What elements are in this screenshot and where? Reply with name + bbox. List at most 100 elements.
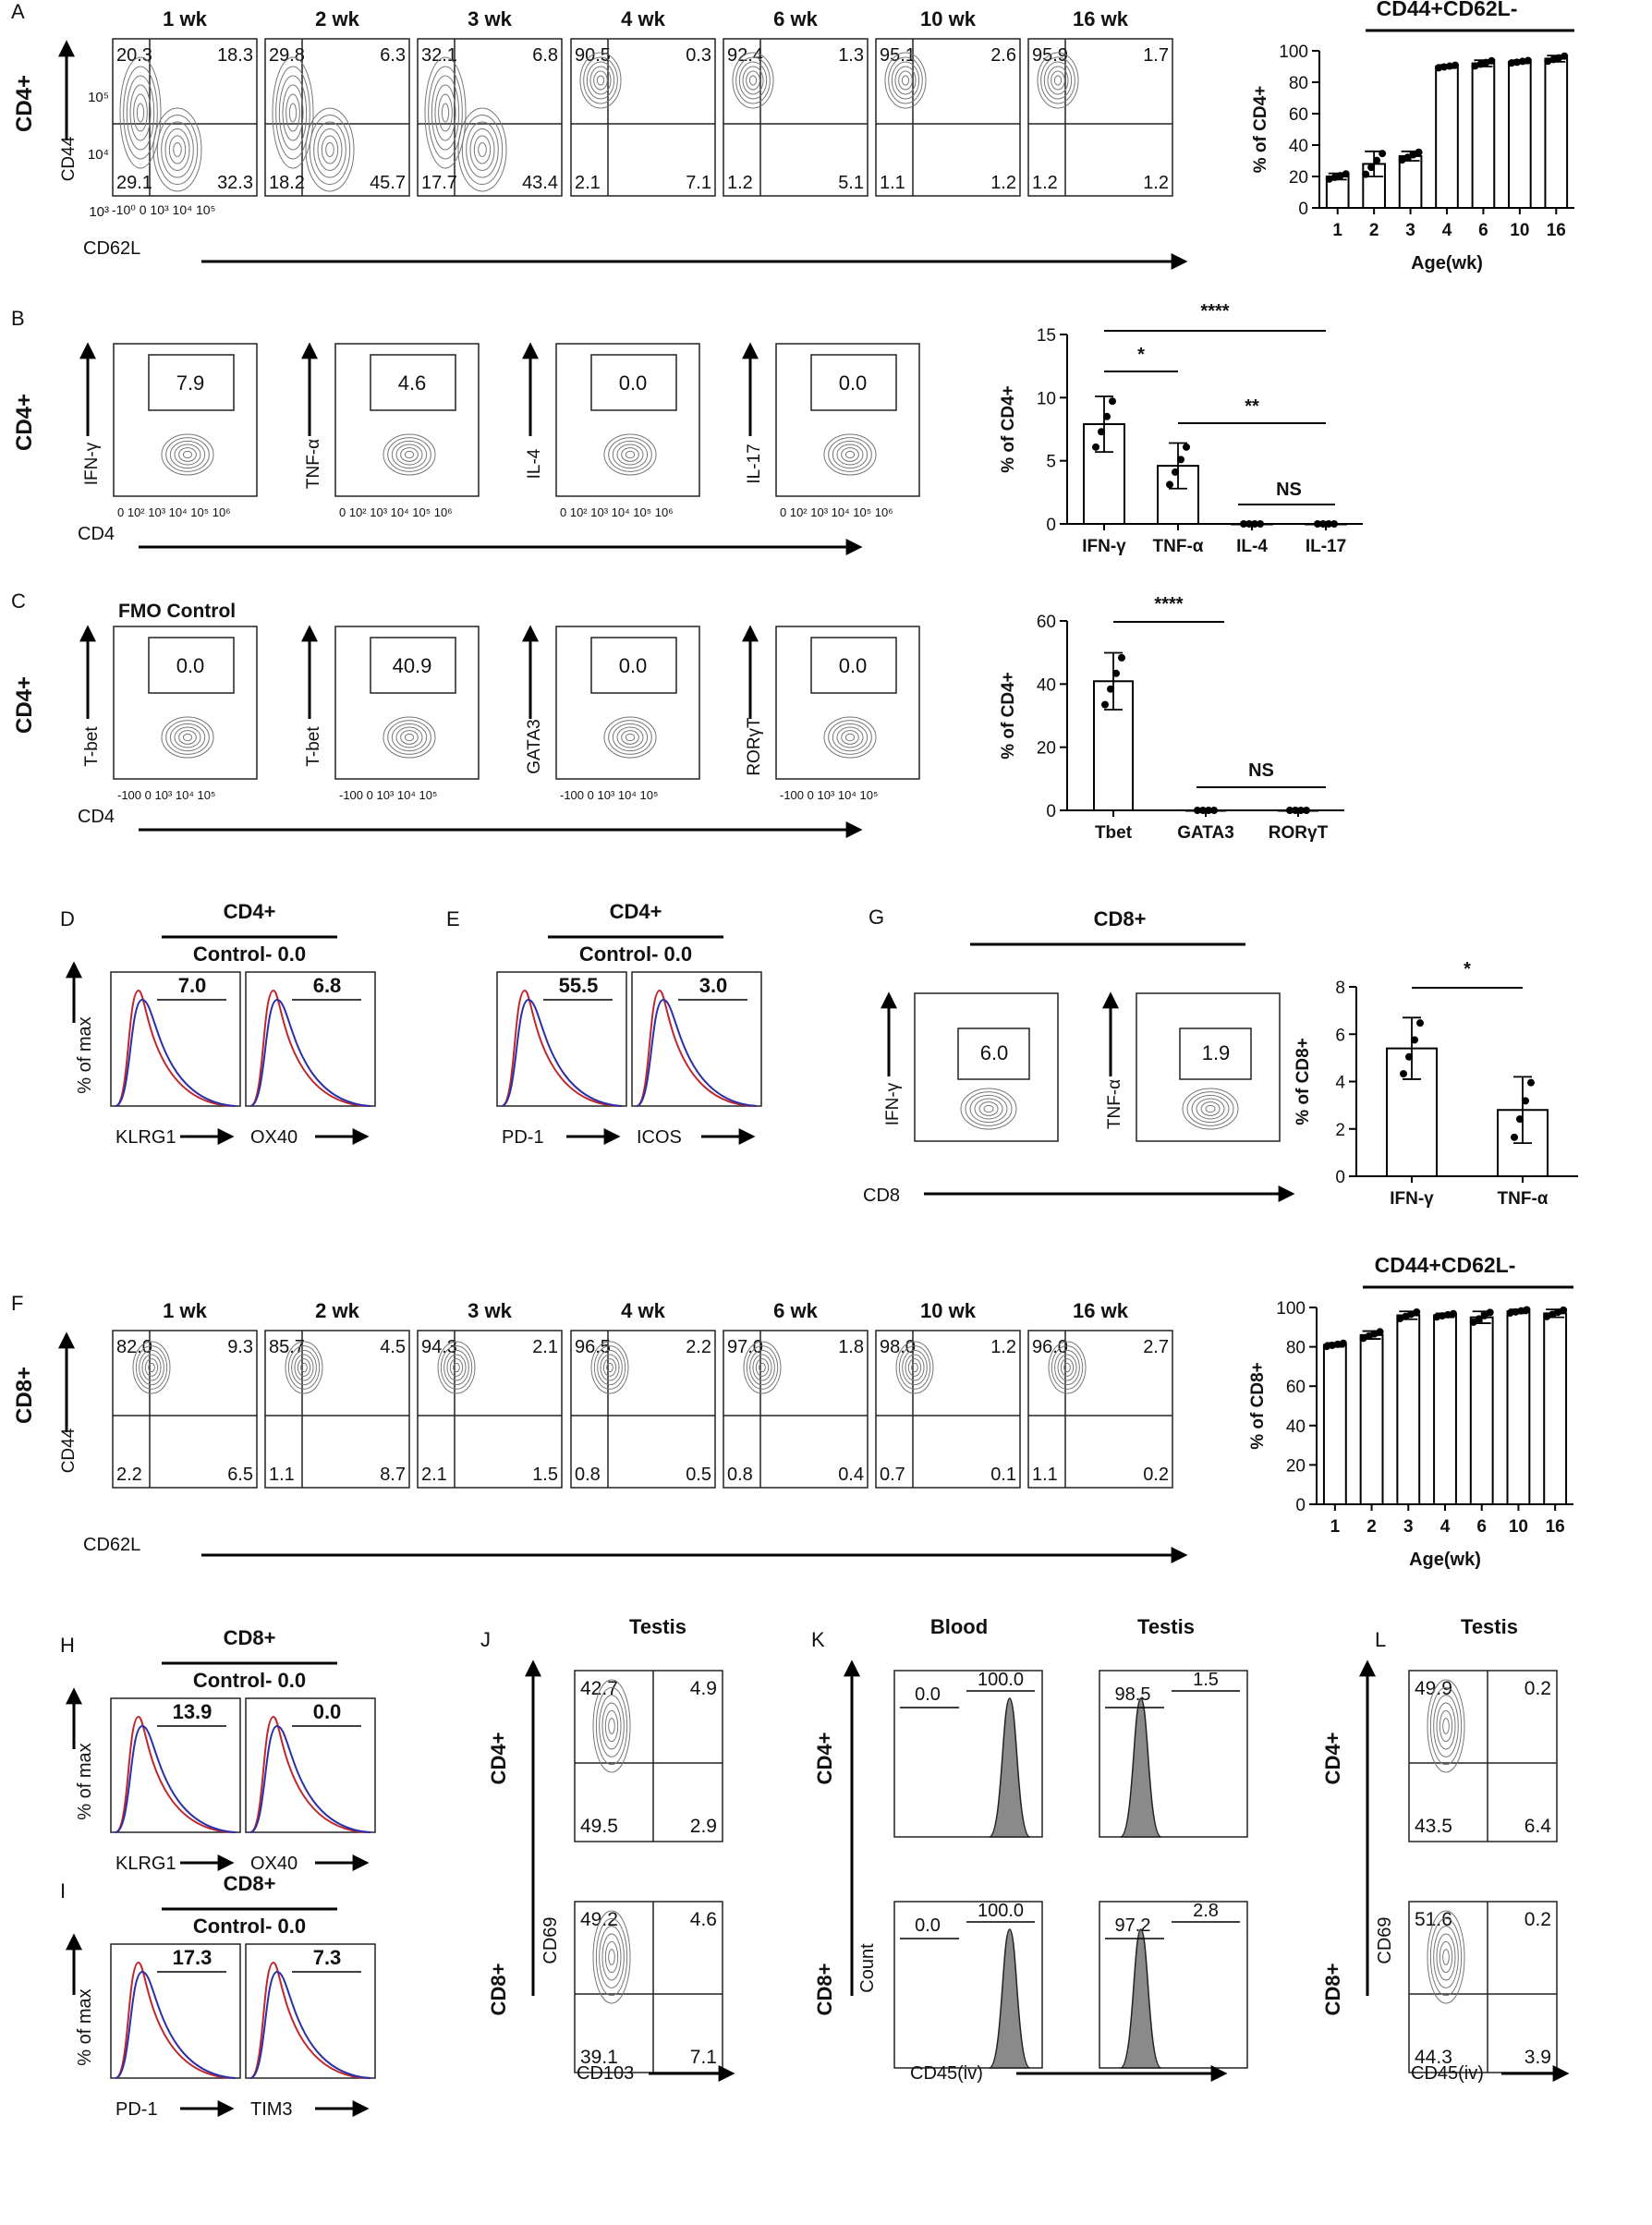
gate-value: 3.0 bbox=[699, 974, 728, 997]
contour-ring bbox=[911, 1362, 918, 1373]
contour-ring bbox=[161, 121, 194, 178]
y-axis-title: % of CD4+ bbox=[1251, 86, 1270, 174]
bar bbox=[1435, 66, 1459, 209]
x-tick-label: 1 bbox=[1332, 221, 1342, 240]
data-point bbox=[1103, 412, 1111, 420]
contour-ring bbox=[317, 128, 343, 171]
contour-ring bbox=[978, 1101, 999, 1116]
bar bbox=[1508, 60, 1532, 210]
y-axis-title: % of CD4+ bbox=[999, 672, 1018, 760]
y-axis-title: CD44 bbox=[59, 1428, 79, 1473]
x-tick-label: TNF-α bbox=[1498, 1189, 1549, 1209]
contour-ring bbox=[828, 720, 872, 755]
y-tick-label: 20 bbox=[1289, 168, 1308, 188]
contour-ring bbox=[437, 1341, 476, 1394]
sig-label: **** bbox=[1154, 594, 1183, 614]
contour-ring bbox=[288, 103, 298, 123]
quadrant-ul-value: 20.3 bbox=[116, 45, 152, 66]
quadrant-plot bbox=[570, 1330, 716, 1489]
quadrant-ul-value: 98.0 bbox=[880, 1337, 916, 1357]
y-tick-label: 6 bbox=[1335, 1026, 1345, 1045]
data-point bbox=[1109, 397, 1116, 406]
contour-ring bbox=[759, 1362, 766, 1373]
y-axis-title: IFN-γ bbox=[883, 1082, 903, 1125]
y-axis-title: % of max bbox=[75, 1016, 95, 1093]
data-point bbox=[1480, 1311, 1488, 1319]
data-point bbox=[1330, 173, 1339, 181]
contour-ring bbox=[612, 440, 649, 469]
x-tick-label: 6 bbox=[1476, 1517, 1487, 1537]
contour-ring bbox=[305, 107, 355, 192]
y-tick-label: 40 bbox=[1289, 137, 1308, 156]
contour-ring bbox=[841, 447, 859, 462]
histogram-plot bbox=[110, 971, 241, 1107]
data-point bbox=[1549, 55, 1558, 64]
contour-ring bbox=[965, 1091, 1013, 1126]
contour-ring bbox=[616, 444, 644, 466]
gate-value: 6.0 bbox=[980, 1041, 1009, 1064]
data-point bbox=[1486, 1308, 1494, 1317]
x-tick-label: 0 10² 10³ 10⁴ 10⁵ 10⁶ bbox=[560, 505, 674, 519]
contour-ring bbox=[586, 61, 615, 100]
quadrant-ur-value: 1.8 bbox=[838, 1337, 864, 1357]
y-tick-label: 60 bbox=[1286, 1378, 1306, 1397]
quadrant-ll-value: 1.2 bbox=[727, 173, 753, 193]
contour-ring bbox=[1427, 1910, 1465, 2004]
contour-ring bbox=[1051, 70, 1065, 91]
data-point bbox=[1439, 1312, 1446, 1320]
quadrant-ur-value: 18.3 bbox=[217, 45, 253, 66]
dot-plot bbox=[555, 343, 700, 497]
panel-letter-L: L bbox=[1375, 1628, 1386, 1651]
group-label: CD4+ bbox=[224, 900, 276, 923]
contour-ring bbox=[595, 1917, 628, 1997]
y-tick-label: 5 bbox=[1046, 453, 1056, 472]
contour-ring bbox=[291, 1349, 317, 1386]
quadrant-plot bbox=[570, 38, 716, 197]
contour-ring bbox=[156, 115, 199, 185]
bar bbox=[1544, 57, 1569, 209]
gate-value: 0.0 bbox=[313, 1700, 342, 1723]
gate-value: 0.0 bbox=[176, 654, 205, 677]
data-point bbox=[1506, 1309, 1514, 1318]
contour-ring bbox=[294, 1354, 314, 1381]
quadrant-ll-value: 18.2 bbox=[269, 173, 305, 193]
quadrant-ll-value: 2.1 bbox=[421, 1465, 447, 1485]
data-point bbox=[1092, 443, 1099, 451]
sample-histogram bbox=[249, 1724, 371, 1833]
panel-letter-H: H bbox=[60, 1634, 75, 1657]
contour-ring bbox=[297, 1358, 311, 1377]
quadrant-ur-value: 2.6 bbox=[990, 45, 1016, 66]
contour-cluster bbox=[119, 56, 162, 169]
quadrant-ul-value: 49.9 bbox=[1415, 1678, 1452, 1699]
x-axis-title: Age(wk) bbox=[1411, 253, 1483, 274]
contour-cluster bbox=[1427, 1910, 1465, 2004]
y-tick-label: 0 bbox=[1046, 516, 1056, 535]
x-tick-label: -10⁰ 0 10³ 10⁴ 10⁵ bbox=[112, 202, 215, 217]
contour-ring bbox=[841, 730, 859, 745]
quadrant-ur-value: 2.7 bbox=[1143, 1337, 1169, 1357]
quadrant-ll-value: 0.8 bbox=[727, 1465, 753, 1485]
contour-ring bbox=[282, 84, 304, 141]
gate-box bbox=[957, 1027, 1030, 1080]
histogram-plot bbox=[893, 1901, 1043, 2069]
contour-ring bbox=[404, 733, 415, 742]
contour-cluster bbox=[1037, 52, 1079, 109]
contour-ring bbox=[579, 52, 622, 109]
quadrant-plot bbox=[112, 1330, 258, 1489]
data-point bbox=[1373, 156, 1381, 164]
y-tick-label: 60 bbox=[1037, 613, 1056, 632]
data-point bbox=[1210, 807, 1218, 814]
x-axis-title: CD45(iv) bbox=[910, 2063, 983, 2084]
y-tick-label: 10⁵ bbox=[88, 90, 109, 105]
y-axis-title: TNF-α bbox=[304, 439, 323, 489]
contour-ring bbox=[884, 52, 927, 109]
data-point bbox=[1407, 1310, 1415, 1319]
contour-ring bbox=[974, 1098, 1003, 1120]
quadrant-lr-value: 1.5 bbox=[532, 1465, 558, 1485]
contour-ring bbox=[1205, 1104, 1216, 1113]
control-histogram bbox=[249, 989, 371, 1107]
quadrant-ul-value: 85.7 bbox=[269, 1337, 305, 1357]
quadrant-plot bbox=[723, 1330, 869, 1489]
x-tick-label: -100 0 10³ 10⁴ 10⁵ bbox=[560, 788, 658, 802]
data-point bbox=[1452, 61, 1459, 69]
